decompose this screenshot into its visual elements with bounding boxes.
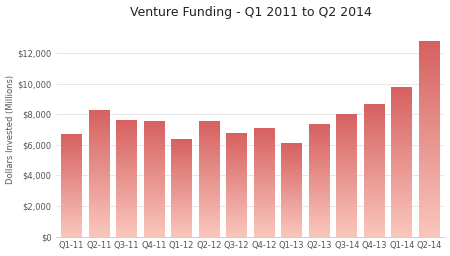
Bar: [89, 110, 109, 237]
Y-axis label: Dollars Invested (Millions): Dollars Invested (Millions): [5, 75, 14, 184]
Bar: [364, 104, 385, 237]
Bar: [226, 133, 247, 237]
Bar: [171, 139, 192, 237]
Bar: [116, 120, 137, 237]
Bar: [337, 114, 357, 237]
Bar: [281, 143, 302, 237]
Bar: [61, 134, 82, 237]
Bar: [419, 41, 440, 237]
Bar: [199, 121, 220, 237]
Bar: [254, 128, 274, 237]
Bar: [392, 88, 412, 237]
Title: Venture Funding - Q1 2011 to Q2 2014: Venture Funding - Q1 2011 to Q2 2014: [130, 6, 371, 18]
Bar: [144, 121, 164, 237]
Bar: [309, 124, 329, 237]
